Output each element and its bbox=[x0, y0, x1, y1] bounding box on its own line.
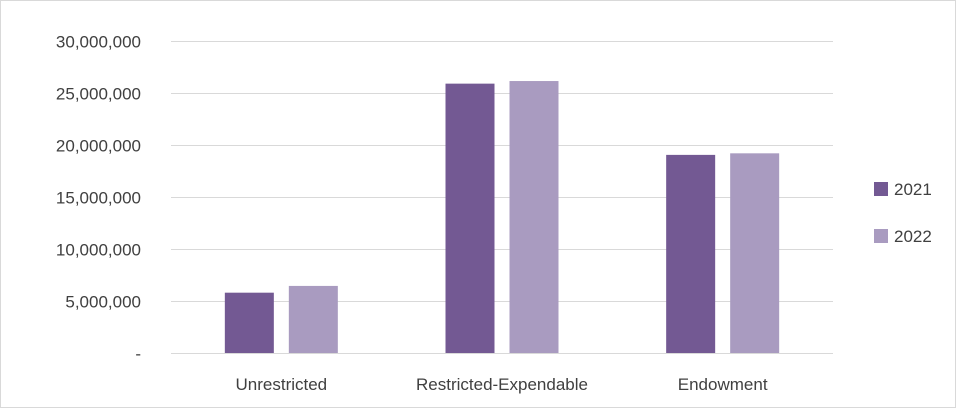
bar-2022-restricted-expendable bbox=[509, 81, 559, 353]
y-axis-tick-labels: - 5,000,000 10,000,000 15,000,000 20,000,000… bbox=[56, 33, 141, 364]
gridlines bbox=[171, 41, 833, 354]
bar-2021-unrestricted bbox=[224, 292, 274, 353]
y-tick-label: 15,000,000 bbox=[56, 189, 141, 208]
legend-label: 2021 bbox=[894, 180, 932, 199]
legend-swatch-2021 bbox=[874, 182, 888, 196]
bar-2022-unrestricted bbox=[288, 285, 338, 353]
legend: 2021 2022 bbox=[874, 180, 932, 246]
x-tick-label: Restricted-Expendable bbox=[416, 375, 588, 394]
y-tick-label: 5,000,000 bbox=[65, 293, 141, 312]
bar-2022-endowment bbox=[730, 153, 780, 353]
x-axis-tick-labels: Unrestricted Restricted-Expendable Endowme… bbox=[236, 375, 768, 394]
y-tick-label: 25,000,000 bbox=[56, 85, 141, 104]
bar-2021-restricted-expendable bbox=[445, 83, 495, 353]
y-tick-label: 20,000,000 bbox=[56, 137, 141, 156]
legend-label: 2022 bbox=[894, 227, 932, 246]
y-tick-label: - bbox=[135, 345, 141, 364]
x-tick-label: Endowment bbox=[678, 375, 768, 394]
bars bbox=[224, 81, 780, 353]
x-tick-label: Unrestricted bbox=[236, 375, 328, 394]
bar-2021-endowment bbox=[666, 154, 716, 353]
y-tick-label: 30,000,000 bbox=[56, 33, 141, 52]
legend-swatch-2022 bbox=[874, 229, 888, 243]
y-tick-label: 10,000,000 bbox=[56, 241, 141, 260]
